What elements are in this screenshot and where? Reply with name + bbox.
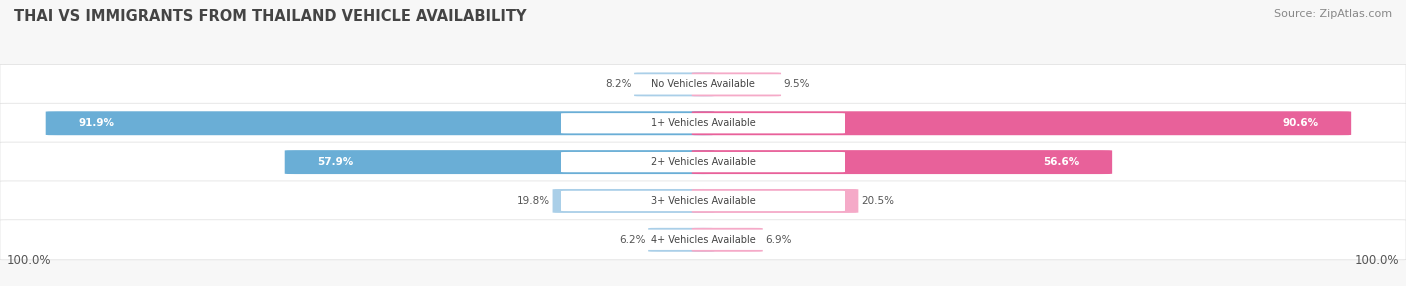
Text: 1+ Vehicles Available: 1+ Vehicles Available — [651, 118, 755, 128]
Text: 100.0%: 100.0% — [1354, 253, 1399, 267]
Text: Source: ZipAtlas.com: Source: ZipAtlas.com — [1274, 9, 1392, 19]
FancyBboxPatch shape — [0, 64, 1406, 104]
FancyBboxPatch shape — [648, 228, 714, 252]
FancyBboxPatch shape — [692, 228, 762, 252]
FancyBboxPatch shape — [692, 72, 782, 96]
Text: 2+ Vehicles Available: 2+ Vehicles Available — [651, 157, 755, 167]
FancyBboxPatch shape — [45, 111, 714, 135]
FancyBboxPatch shape — [634, 72, 714, 96]
Text: 3+ Vehicles Available: 3+ Vehicles Available — [651, 196, 755, 206]
Text: 8.2%: 8.2% — [605, 80, 631, 90]
FancyBboxPatch shape — [553, 189, 714, 213]
FancyBboxPatch shape — [0, 220, 1406, 260]
FancyBboxPatch shape — [561, 191, 845, 211]
FancyBboxPatch shape — [285, 150, 714, 174]
Text: 4+ Vehicles Available: 4+ Vehicles Available — [651, 235, 755, 245]
Text: 6.2%: 6.2% — [619, 235, 645, 245]
Text: 6.9%: 6.9% — [765, 235, 792, 245]
Text: 57.9%: 57.9% — [318, 157, 353, 167]
FancyBboxPatch shape — [692, 111, 1351, 135]
FancyBboxPatch shape — [692, 189, 858, 213]
FancyBboxPatch shape — [561, 113, 845, 133]
Text: THAI VS IMMIGRANTS FROM THAILAND VEHICLE AVAILABILITY: THAI VS IMMIGRANTS FROM THAILAND VEHICLE… — [14, 9, 527, 23]
Text: No Vehicles Available: No Vehicles Available — [651, 80, 755, 90]
FancyBboxPatch shape — [561, 230, 845, 250]
FancyBboxPatch shape — [561, 152, 845, 172]
Text: 9.5%: 9.5% — [785, 80, 810, 90]
Text: 20.5%: 20.5% — [860, 196, 894, 206]
Text: 91.9%: 91.9% — [77, 118, 114, 128]
FancyBboxPatch shape — [0, 142, 1406, 182]
FancyBboxPatch shape — [561, 74, 845, 95]
Text: 90.6%: 90.6% — [1282, 118, 1319, 128]
Text: 56.6%: 56.6% — [1043, 157, 1080, 167]
FancyBboxPatch shape — [0, 181, 1406, 221]
Text: 100.0%: 100.0% — [7, 253, 52, 267]
FancyBboxPatch shape — [692, 150, 1112, 174]
FancyBboxPatch shape — [0, 103, 1406, 143]
Text: 19.8%: 19.8% — [516, 196, 550, 206]
